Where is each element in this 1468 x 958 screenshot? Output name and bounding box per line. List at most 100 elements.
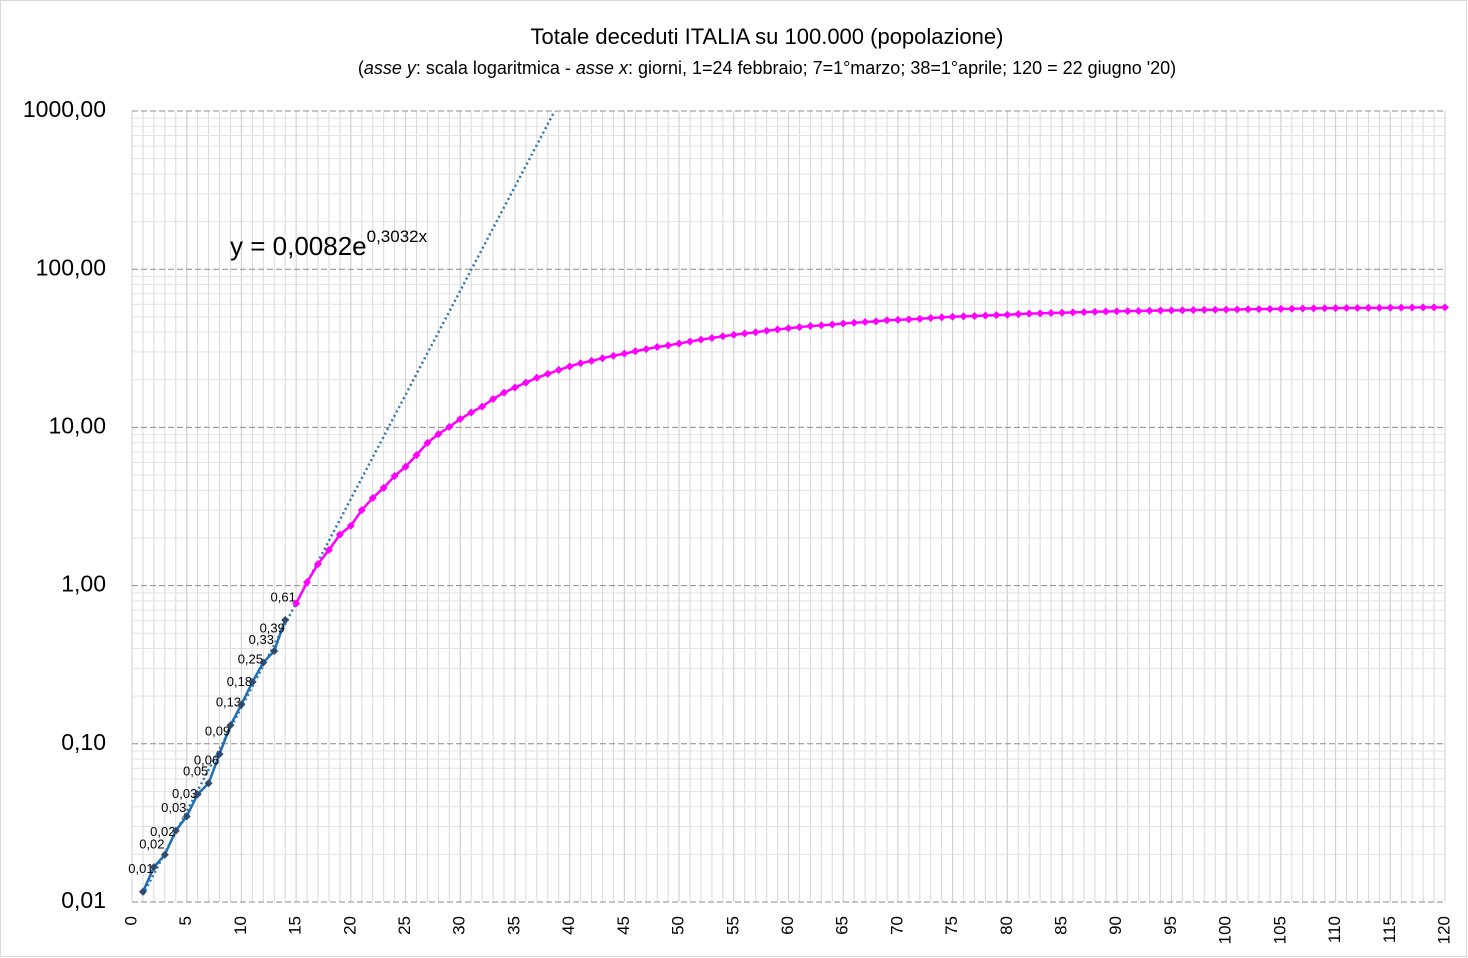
data-label: 0,03 <box>161 800 186 815</box>
data-point <box>948 312 957 321</box>
data-point <box>543 369 552 378</box>
data-point <box>401 462 410 471</box>
data-label: 0,02 <box>150 824 175 839</box>
data-point <box>1244 305 1253 314</box>
data-point <box>500 388 509 397</box>
subtitle-part: ( <box>358 58 364 78</box>
data-point <box>1342 304 1351 313</box>
data-point <box>642 345 651 354</box>
data-point <box>248 678 257 687</box>
data-point <box>204 779 213 788</box>
data-point <box>1025 309 1034 318</box>
data-point <box>893 315 902 324</box>
data-point <box>981 311 990 320</box>
data-point <box>1386 303 1395 312</box>
data-point <box>707 334 716 343</box>
data-point <box>314 559 323 568</box>
data-label: 0,02 <box>139 837 164 852</box>
data-point <box>784 324 793 333</box>
data-point <box>1233 305 1242 314</box>
y-tick-label: 0,10 <box>61 729 106 755</box>
y-tick-label: 1,00 <box>61 571 106 597</box>
data-point <box>664 341 673 350</box>
data-point <box>696 335 705 344</box>
data-point <box>1276 304 1285 313</box>
x-tick-label: 15 <box>286 916 305 935</box>
series-line <box>141 619 287 893</box>
data-point <box>992 311 1001 320</box>
data-point <box>839 319 848 328</box>
subtitle-part: : giorni, 1=24 febbraio; 7=1°marzo; 38=1… <box>628 58 1176 78</box>
data-point <box>1353 303 1362 312</box>
x-tick-label: 110 <box>1325 916 1344 943</box>
data-point <box>303 578 312 587</box>
data-point <box>1211 305 1220 314</box>
data-point <box>1134 306 1143 315</box>
data-point <box>686 337 695 346</box>
data-point <box>937 313 946 322</box>
data-point <box>587 356 596 365</box>
data-point <box>335 530 344 539</box>
data-point <box>609 351 618 360</box>
x-tick-label: 10 <box>231 916 250 935</box>
data-point <box>828 320 837 329</box>
data-point <box>412 451 421 460</box>
data-label: 0,33 <box>249 632 274 647</box>
x-tick-label: 105 <box>1270 916 1289 944</box>
data-point <box>1189 305 1198 314</box>
data-point <box>1265 304 1274 313</box>
data-label: 0,13 <box>216 695 241 710</box>
data-point <box>160 850 169 859</box>
data-point <box>193 790 202 799</box>
data-point <box>182 812 191 821</box>
data-point <box>872 317 881 326</box>
y-tick-label: 10,00 <box>48 412 106 438</box>
data-point <box>1430 303 1439 312</box>
data-point <box>1156 306 1165 315</box>
data-point <box>1058 308 1067 317</box>
x-tick-label: 80 <box>997 916 1016 935</box>
data-point <box>631 347 640 356</box>
data-point <box>357 506 366 515</box>
equation-base: y = 0,0082e <box>230 231 367 261</box>
data-point <box>565 362 574 371</box>
trendline-equation: y = 0,0082e0,3032x <box>230 227 428 260</box>
data-point <box>390 471 399 480</box>
data-point <box>1309 304 1318 313</box>
series-line <box>295 306 1446 605</box>
data-point <box>1079 308 1088 317</box>
data-label: 0,06 <box>194 753 219 768</box>
x-tick-label: 50 <box>669 916 688 935</box>
data-point <box>1419 303 1428 312</box>
x-tick-label: 60 <box>778 916 797 935</box>
data-point <box>368 493 377 502</box>
data-point <box>1441 303 1449 312</box>
data-point <box>718 332 727 341</box>
y-tick-label: 0,01 <box>61 887 106 913</box>
data-label: 0,01 <box>128 861 153 876</box>
data-point <box>1200 305 1209 314</box>
data-point <box>773 325 782 334</box>
data-point <box>1408 303 1417 312</box>
data-point <box>1397 303 1406 312</box>
subtitle-part: asse x <box>576 58 629 78</box>
data-point <box>510 383 519 392</box>
x-tick-label: 95 <box>1161 916 1180 935</box>
data-label: 0,09 <box>205 724 230 739</box>
x-tick-label: 30 <box>450 916 469 935</box>
data-point <box>1047 309 1056 318</box>
data-point <box>434 430 443 439</box>
data-point <box>270 647 279 656</box>
chart-title: Totale deceduti ITALIA su 100.000 (popol… <box>531 24 1004 49</box>
x-tick-label: 25 <box>395 916 414 935</box>
data-point <box>817 321 826 330</box>
data-point <box>1090 307 1099 316</box>
equation-exponent: 0,3032x <box>367 227 428 246</box>
data-label: 0,03 <box>172 786 197 801</box>
data-point <box>850 318 859 327</box>
data-point <box>456 415 465 424</box>
data-point <box>478 402 487 411</box>
data-point <box>904 315 913 324</box>
data-point <box>171 826 180 835</box>
data-point <box>882 316 891 325</box>
